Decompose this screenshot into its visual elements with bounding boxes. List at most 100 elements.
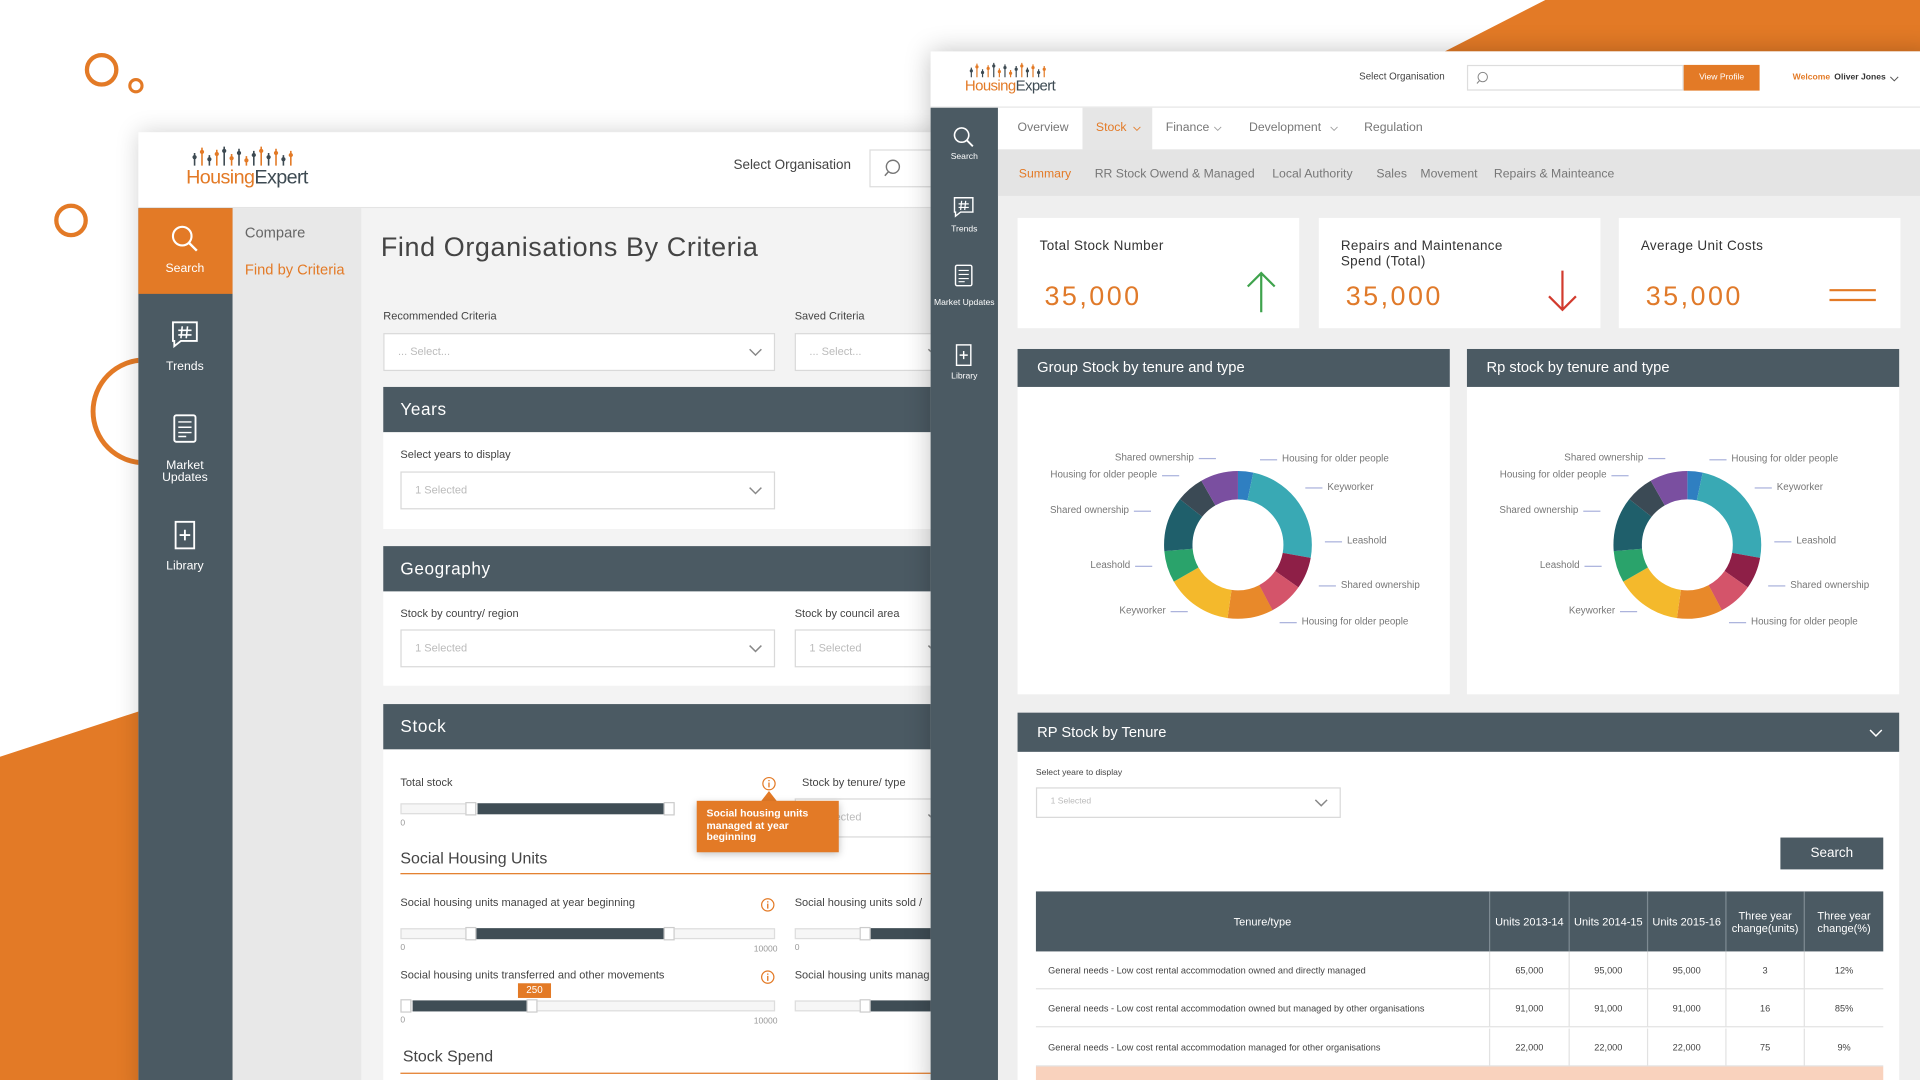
- chevron: [1314, 798, 1329, 807]
- icon-part: [749, 486, 762, 494]
- dropdown[interactable]: [400, 629, 776, 668]
- icon-part: [207, 157, 212, 162]
- icon-part: [969, 69, 973, 73]
- donut-label: Leashold: [1346, 535, 1387, 547]
- dropdown[interactable]: [383, 333, 776, 372]
- section-heading: Stock: [400, 716, 447, 737]
- icon-part: [1890, 76, 1899, 82]
- leader-line: [1584, 565, 1602, 567]
- trend-down: [1545, 269, 1579, 313]
- section-heading: Geography: [400, 558, 491, 579]
- icon-part: [761, 970, 775, 984]
- sidebar-active[interactable]: [138, 208, 233, 294]
- dropdown[interactable]: [1035, 787, 1341, 818]
- icon-part: [969, 62, 1046, 78]
- donut-svg: [1158, 465, 1317, 624]
- kpi-card: [1618, 217, 1901, 329]
- leader-line: [1728, 622, 1747, 624]
- tab[interactable]: Development: [1248, 120, 1322, 135]
- sidebar-icon: [951, 125, 975, 149]
- tab-active-label[interactable]: Stock: [1095, 120, 1127, 135]
- leader-line: [1279, 622, 1297, 624]
- slider-handle[interactable]: [465, 926, 477, 941]
- subtab[interactable]: Movement: [1420, 167, 1478, 181]
- subtab[interactable]: RR Stock Owend & Managed: [1094, 167, 1255, 181]
- subtab[interactable]: Sales: [1376, 167, 1407, 181]
- table-cell: 85%: [1803, 989, 1884, 1028]
- table-row: [1035, 990, 1884, 1028]
- sidebar-label[interactable]: Market Updates: [934, 298, 995, 308]
- slider-bubble: 250: [517, 983, 552, 998]
- icon-part: [222, 148, 227, 153]
- subnav-item-active[interactable]: Find by Criteria: [244, 260, 345, 278]
- field-label: Stock by council area: [794, 607, 900, 621]
- search-input[interactable]: [1466, 64, 1684, 91]
- section-header: [383, 546, 947, 592]
- slider-handle[interactable]: [400, 999, 412, 1013]
- sidebar-label[interactable]: Library: [166, 559, 204, 574]
- sidebar-label[interactable]: Search: [165, 262, 205, 276]
- search-icon: [883, 157, 905, 179]
- icon-part: [1042, 67, 1046, 71]
- icon-part: [259, 148, 264, 153]
- table-cell: General needs - Low cost rental accommod…: [1048, 1003, 1425, 1015]
- slider-handle[interactable]: [526, 999, 538, 1013]
- tab[interactable]: Regulation: [1364, 120, 1423, 135]
- icon-part: [953, 197, 974, 218]
- tab[interactable]: Overview: [1017, 120, 1069, 135]
- section-heading: Years: [400, 399, 447, 420]
- icon-part: [192, 155, 197, 160]
- icon-part: [172, 321, 198, 349]
- icon-part: [1548, 270, 1577, 312]
- icon-part: [761, 970, 775, 984]
- sidebar-label[interactable]: Trends: [166, 360, 204, 374]
- dropdown[interactable]: [794, 629, 954, 668]
- user-name[interactable]: Oliver Jones: [1834, 73, 1886, 82]
- icon-part: [214, 151, 219, 157]
- search-button[interactable]: Search: [1780, 837, 1884, 870]
- icon-part: [966, 139, 974, 147]
- table-cell: General needs - Low cost rental accommod…: [1048, 1041, 1381, 1053]
- sidebar-label[interactable]: Market Updates: [162, 459, 208, 485]
- icon-part: [171, 225, 198, 252]
- subtab[interactable]: Repairs & Mainteance: [1493, 167, 1615, 181]
- icon-part: [749, 486, 762, 494]
- icon-part: [1003, 66, 1007, 70]
- underline: [400, 873, 952, 875]
- subnav-item[interactable]: Compare: [244, 223, 306, 241]
- logo-word: Housing: [964, 76, 1016, 94]
- view-profile-button[interactable]: View Profile: [1683, 64, 1760, 91]
- table-cell: 91,000: [1488, 989, 1569, 1028]
- slider-handle[interactable]: [663, 802, 675, 816]
- table-cell: 22,000: [1568, 1028, 1647, 1067]
- dropdown[interactable]: [400, 471, 776, 510]
- slider-handle[interactable]: [465, 802, 477, 816]
- leader-line: [1305, 487, 1323, 489]
- leader-line: [1768, 585, 1786, 587]
- table-row-highlight: [1035, 1066, 1884, 1080]
- column-header: Three year change(%): [1803, 891, 1884, 952]
- icon-part: [953, 197, 974, 218]
- slider-handle[interactable]: [859, 999, 871, 1013]
- slider-handle[interactable]: [663, 926, 675, 941]
- tab[interactable]: Finance: [1165, 120, 1210, 135]
- dropdown[interactable]: [794, 333, 954, 372]
- sidebar-label[interactable]: Search: [950, 153, 978, 162]
- slider-min: 0: [400, 1015, 406, 1025]
- table-header: [1035, 891, 1884, 952]
- select-organisation-label: Select Organisation: [1359, 71, 1445, 83]
- icon-part: [955, 344, 972, 367]
- table-panel-header: [1017, 712, 1900, 752]
- icon-part: [954, 264, 973, 287]
- slider-handle[interactable]: [859, 926, 871, 941]
- icon-part: [229, 156, 234, 161]
- subtab[interactable]: Local Authority: [1272, 167, 1353, 181]
- left-header: [138, 132, 947, 209]
- sidebar-label[interactable]: Trends: [951, 225, 978, 234]
- subtab-active[interactable]: Summary: [1018, 167, 1072, 181]
- sidebar-label[interactable]: Library: [951, 372, 978, 381]
- tooltip: Social housing units managed at year beg…: [696, 800, 839, 853]
- chevron: [1330, 126, 1339, 131]
- info-icon: [760, 898, 775, 913]
- table-cell: General needs - Low cost rental accommod…: [1048, 964, 1366, 976]
